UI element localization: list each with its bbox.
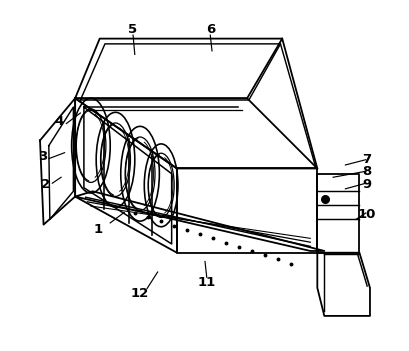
Text: 8: 8	[361, 165, 370, 179]
Text: 4: 4	[54, 114, 64, 128]
Text: 10: 10	[356, 207, 375, 221]
Text: 12: 12	[130, 286, 149, 300]
Text: 5: 5	[128, 23, 137, 37]
Text: 1: 1	[93, 223, 102, 237]
Text: 3: 3	[38, 150, 47, 163]
Text: 7: 7	[361, 153, 370, 166]
Text: 9: 9	[361, 178, 370, 191]
Text: 11: 11	[197, 276, 216, 289]
Text: 2: 2	[40, 178, 50, 191]
Text: 6: 6	[205, 23, 214, 37]
